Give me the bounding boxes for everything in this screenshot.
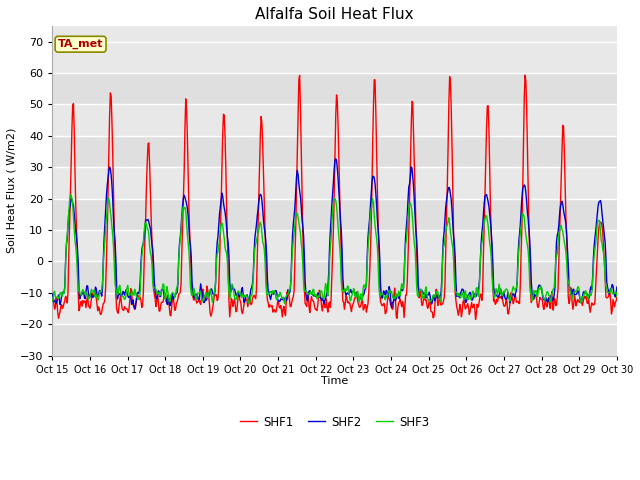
SHF1 [403,280,411,286]
SHF2 [205,291,212,297]
Bar [52,199,617,230]
Bar [52,73,617,105]
SHF1 [472,316,479,322]
Legend: SHF1, SHF2, SHF3: SHF1, SHF2, SHF3 [235,411,434,433]
SHF1 [420,293,428,299]
SHF1 [521,72,529,78]
SHF2 [116,291,124,297]
Line: SHF1: SHF1 [52,75,617,319]
SHF1 [613,294,621,300]
SHF3 [405,206,413,212]
SHF2 [175,256,182,262]
X-axis label: Time: Time [321,376,348,386]
SHF3 [205,294,212,300]
SHF3 [613,293,621,299]
SHF2 [613,284,621,290]
SHF1 [59,306,67,312]
SHF2 [49,291,56,297]
SHF2 [131,306,138,312]
Bar [52,136,617,167]
Title: Alfalfa Soil Heat Flux: Alfalfa Soil Heat Flux [255,7,414,22]
SHF2 [405,184,413,190]
Y-axis label: Soil Heat Flux ( W/m2): Soil Heat Flux ( W/m2) [7,128,17,253]
SHF3 [59,293,67,299]
SHF3 [49,299,56,304]
SHF3 [118,293,125,299]
SHF2 [59,290,67,296]
Bar [52,262,617,293]
SHF3 [175,258,182,264]
Line: SHF3: SHF3 [52,195,617,304]
SHF3 [67,192,75,198]
SHF2 [332,156,340,162]
Text: TA_met: TA_met [58,39,103,49]
SHF1 [49,298,56,304]
SHF2 [422,291,429,297]
SHF1 [116,291,124,297]
SHF1 [204,288,212,294]
Line: SHF2: SHF2 [52,159,617,309]
SHF1 [174,296,182,302]
Bar [52,324,617,356]
SHF3 [422,287,429,293]
SHF3 [281,301,289,307]
